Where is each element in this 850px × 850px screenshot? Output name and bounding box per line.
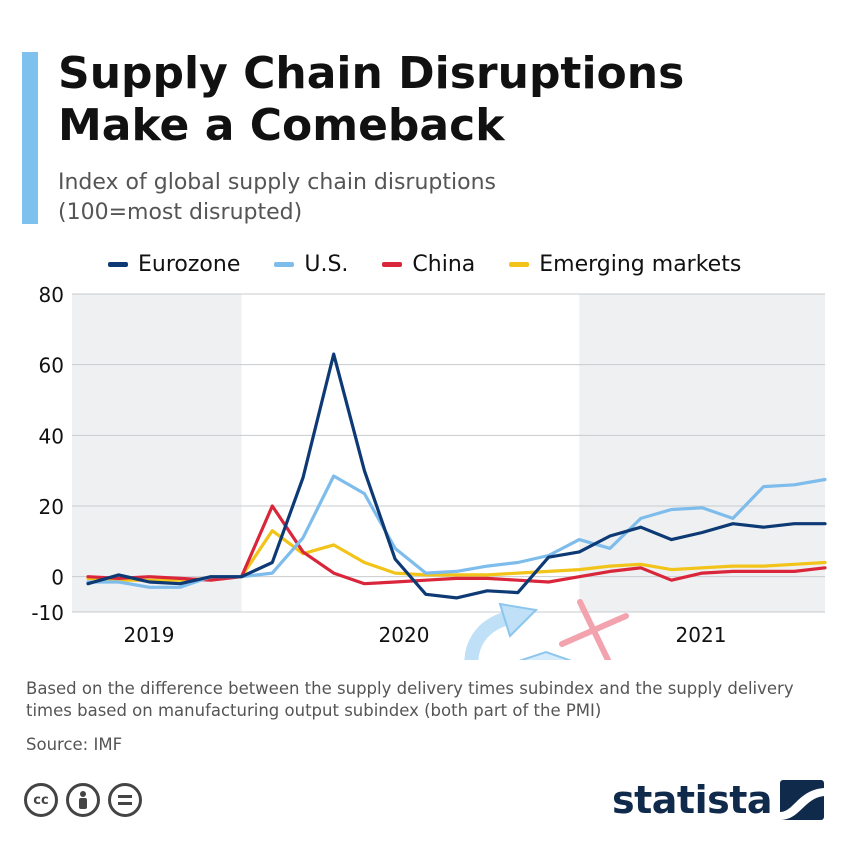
title-line-2: Make a Comeback: [58, 100, 505, 151]
series-line-eurozone: [86, 352, 827, 600]
cross-icon-stroke-2: [577, 599, 611, 660]
box-top-icon: [518, 650, 572, 660]
chart-source: Source: IMF: [26, 735, 123, 754]
series-line-emerging-markets: [86, 529, 827, 582]
by-icon[interactable]: [66, 783, 100, 817]
statista-logo[interactable]: statista: [612, 778, 825, 822]
accent-bar: [22, 52, 38, 224]
cc-icon[interactable]: cc: [24, 783, 58, 817]
y-tick-label: 60: [39, 354, 64, 378]
legend-label-eurozone: Eurozone: [138, 251, 241, 277]
x-tick-label: 2020: [379, 623, 430, 647]
y-axis: 80 60 40 20 0 -10: [31, 283, 64, 625]
refresh-arrow-top-icon: [464, 611, 515, 660]
year-band-0: [72, 294, 242, 612]
x-tick-label: 2021: [676, 623, 727, 647]
legend-swatch-eurozone: [108, 261, 128, 267]
line-chart: 80 60 40 20 0 -10 2019 2020 2021: [31, 283, 827, 660]
page-title: Supply Chain Disruptions Make a Comeback: [58, 48, 818, 152]
chart-footnote: Based on the difference between the supp…: [26, 679, 794, 720]
y-tick-label: 80: [39, 283, 64, 307]
legend-swatch-us: [274, 261, 295, 267]
legend-item-eurozone: Eurozone: [108, 252, 240, 277]
statista-mark-icon: [780, 780, 825, 820]
y-tick-label: 20: [39, 495, 64, 519]
legend-item-china: China: [382, 252, 475, 277]
grid-lines: [72, 293, 825, 613]
subtitle-line-1: Index of global supply chain disruptions: [58, 170, 496, 195]
brand-name: statista: [612, 778, 773, 822]
legend-swatch-emerging-markets: [509, 261, 530, 267]
license-icons: cc: [24, 783, 142, 817]
series-lines: [86, 352, 827, 600]
y-tick-label: 0: [51, 566, 64, 590]
subtitle-line-2: (100=most disrupted): [58, 200, 303, 225]
supply-chain-illustration: [464, 599, 629, 660]
refresh-arrowhead-top-icon: [498, 602, 539, 638]
series-line-china: [86, 504, 827, 586]
chart-legend: Eurozone U.S. China Emerging markets: [108, 250, 741, 278]
x-axis: 2019 2020 2021: [124, 623, 727, 647]
legend-label-us: U.S.: [304, 251, 349, 277]
x-tick-label: 2019: [124, 623, 175, 647]
legend-swatch-china: [382, 261, 403, 267]
nd-icon[interactable]: [108, 783, 142, 817]
legend-label-emerging-markets: Emerging markets: [539, 251, 742, 277]
title-line-1: Supply Chain Disruptions: [58, 48, 685, 99]
person-icon: [79, 791, 87, 809]
y-tick-label: 40: [39, 424, 64, 448]
page-subtitle: Index of global supply chain disruptions…: [58, 168, 818, 228]
equals-icon: [118, 795, 132, 805]
year-bands: [72, 294, 825, 612]
y-tick-label: -10: [31, 601, 64, 625]
legend-item-emerging-markets: Emerging markets: [509, 252, 741, 277]
year-band-1: [579, 294, 825, 612]
legend-item-us: U.S.: [274, 252, 348, 277]
legend-label-china: China: [412, 251, 476, 277]
